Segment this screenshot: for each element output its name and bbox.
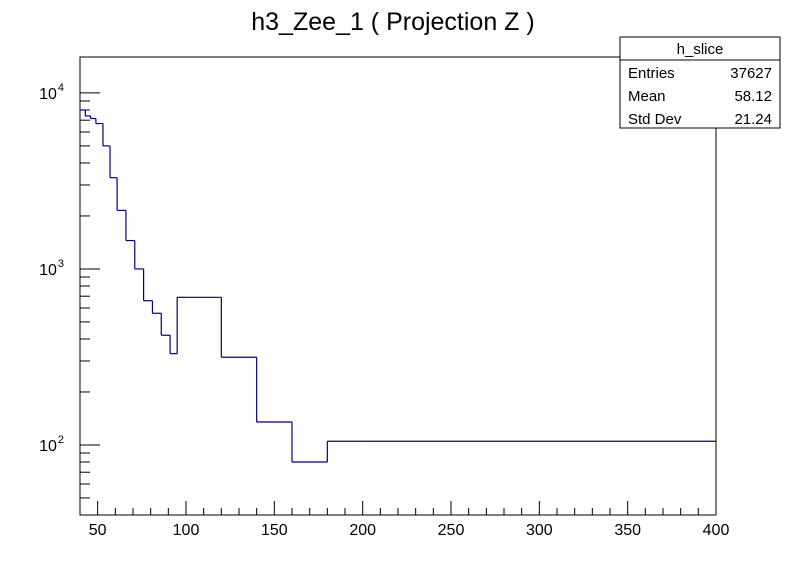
x-axis: 50 100 150 200 250 300 350 400 — [79, 501, 730, 539]
stats-label-mean: Mean — [628, 88, 666, 105]
stats-box-title: h_slice — [677, 41, 724, 58]
stats-value-stddev: 21.24 — [734, 111, 772, 128]
y-tick-label: 103 — [39, 258, 64, 279]
x-tick-label: 300 — [526, 522, 553, 539]
stats-value-entries: 37627 — [730, 65, 772, 82]
stats-value-mean: 58.12 — [734, 88, 772, 105]
x-tick-label: 350 — [614, 522, 641, 539]
y-tick-label: 104 — [39, 82, 64, 103]
chart-title: h3_Zee_1 ( Projection Z ) — [251, 8, 534, 36]
x-tick-label: 50 — [89, 522, 107, 539]
x-tick-label: 400 — [703, 522, 730, 539]
stats-label-entries: Entries — [628, 65, 675, 82]
x-tick-label: 250 — [438, 522, 465, 539]
x-tick-label: 100 — [173, 522, 200, 539]
stats-label-stddev: Std Dev — [628, 111, 682, 128]
x-tick-label: 150 — [261, 522, 288, 539]
plot-frame — [79, 56, 717, 516]
stats-box: h_slice Entries 37627 Mean 58.12 Std Dev… — [619, 36, 781, 129]
stats-box-frame — [619, 36, 781, 129]
x-tick-label: 200 — [349, 522, 376, 539]
histogram-series — [80, 109, 716, 463]
y-tick-label: 102 — [39, 434, 64, 455]
